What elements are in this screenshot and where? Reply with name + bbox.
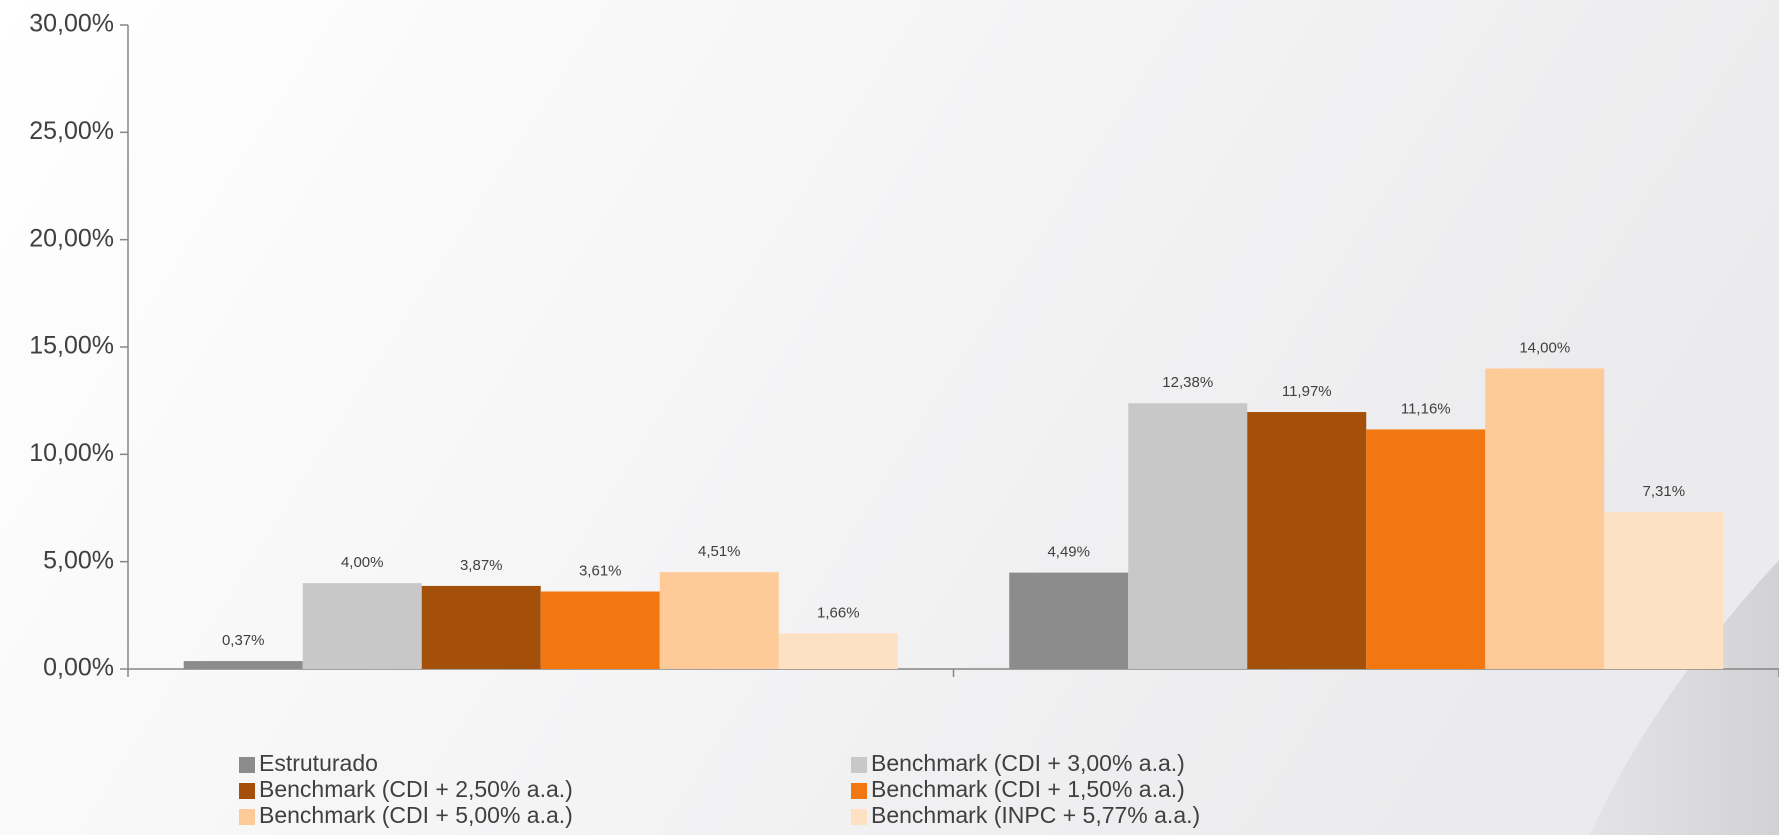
data-label: 1,66% (817, 604, 860, 621)
decoration (1590, 560, 1779, 835)
data-label: 3,61% (579, 562, 622, 579)
legend-label: Benchmark (CDI + 5,00% a.a.) (259, 802, 573, 828)
bar (302, 583, 422, 669)
legend-swatch (851, 757, 867, 773)
bar (1366, 429, 1486, 669)
bar (778, 633, 898, 669)
legend-label: Benchmark (INPC + 5,77% a.a.) (871, 802, 1200, 828)
data-label: 14,00% (1519, 339, 1570, 356)
bar (1009, 572, 1129, 669)
bar (1247, 412, 1367, 669)
bar (183, 661, 303, 669)
data-label: 0,37% (222, 632, 265, 649)
legend-swatch (239, 783, 255, 799)
data-label: 3,87% (460, 557, 503, 574)
legend-swatch (851, 809, 867, 825)
y-tick-label: 5,00% (43, 546, 114, 574)
legend-swatch (851, 783, 867, 799)
bar (540, 591, 660, 669)
y-tick-label: 20,00% (29, 224, 114, 252)
bar (421, 585, 541, 669)
bar (659, 572, 779, 669)
bar (1604, 512, 1724, 669)
data-label: 12,38% (1162, 374, 1213, 391)
y-tick-label: 0,00% (43, 654, 114, 682)
y-tick-label: 30,00% (29, 10, 114, 38)
legend-label: Benchmark (CDI + 1,50% a.a.) (871, 776, 1185, 802)
legend-swatch (239, 809, 255, 825)
data-label: 4,49% (1047, 544, 1090, 561)
data-label: 7,31% (1643, 483, 1686, 500)
legend-label: Estruturado (259, 750, 378, 776)
data-label: 11,97% (1282, 383, 1332, 400)
y-tick-label: 15,00% (29, 332, 114, 360)
legend-label: Benchmark (CDI + 2,50% a.a.) (259, 776, 573, 802)
y-tick-label: 10,00% (29, 439, 114, 467)
legend-label: Benchmark (CDI + 3,00% a.a.) (871, 750, 1185, 776)
bar (1128, 403, 1248, 669)
data-label: 4,00% (341, 554, 384, 571)
legend-swatch (239, 757, 255, 773)
data-label: 11,16% (1401, 400, 1451, 417)
y-tick-label: 25,00% (29, 117, 114, 145)
data-label: 4,51% (698, 543, 741, 560)
bar (1485, 368, 1605, 669)
